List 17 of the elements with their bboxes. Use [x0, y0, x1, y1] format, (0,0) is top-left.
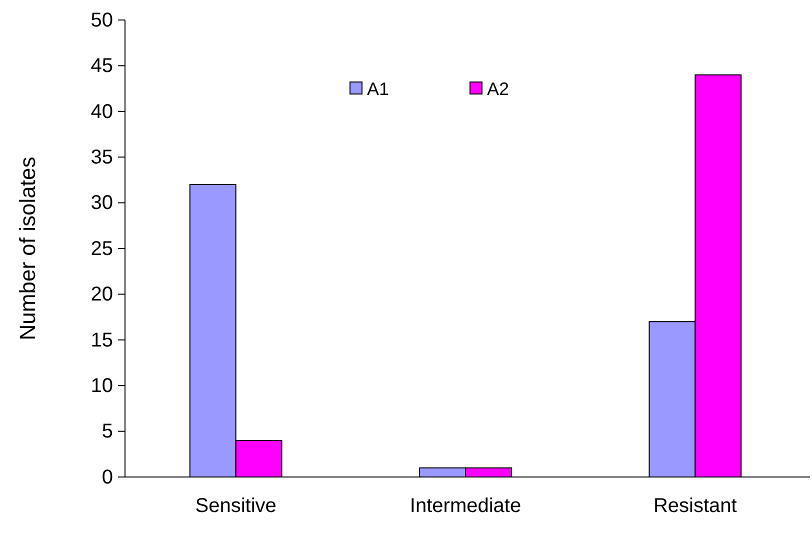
- y-tick-label: 15: [90, 329, 113, 352]
- y-tick-label: 40: [90, 100, 113, 123]
- y-tick-label: 5: [102, 420, 113, 443]
- y-tick-label: 25: [90, 238, 113, 260]
- x-tick-label: Sensitive: [195, 495, 276, 517]
- y-tick-label: 10: [90, 375, 113, 397]
- y-axis-title: Number of isolates: [15, 156, 40, 340]
- y-tick-label: 20: [90, 284, 113, 306]
- y-tick-label: 45: [90, 55, 113, 78]
- legend-label: A2: [487, 79, 510, 99]
- legend-label: A1: [367, 79, 390, 99]
- y-tick-label: 30: [90, 192, 113, 214]
- y-tick-label: 35: [90, 146, 113, 168]
- x-tick-label: Resistant: [653, 495, 738, 517]
- x-tick-label: Intermediate: [410, 495, 522, 517]
- y-tick-label: 50: [90, 9, 113, 32]
- y-tick-label: 0: [102, 466, 113, 488]
